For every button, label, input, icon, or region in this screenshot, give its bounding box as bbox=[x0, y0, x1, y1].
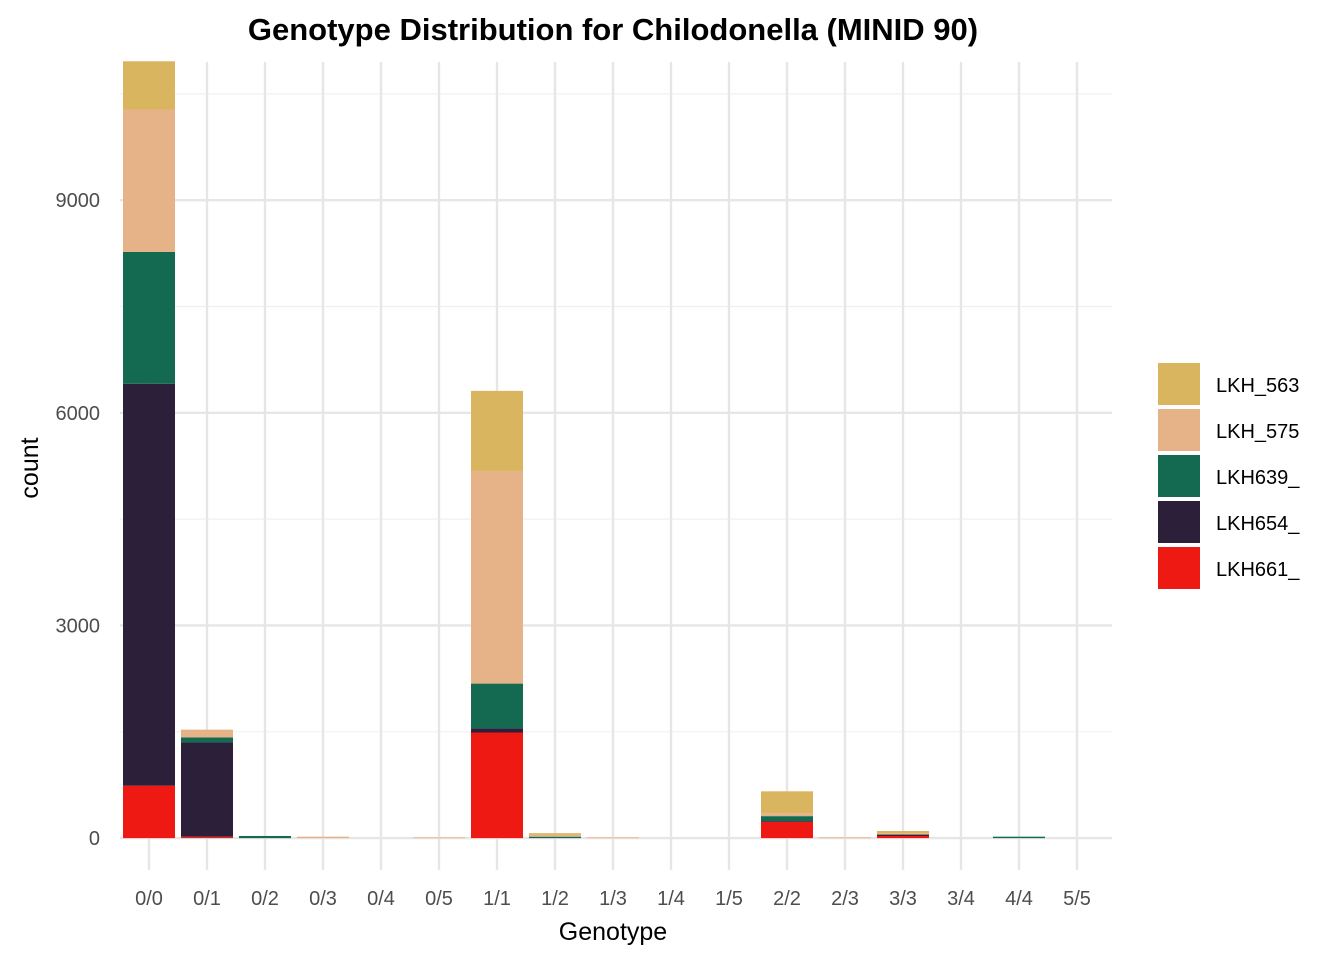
legend-swatch bbox=[1158, 547, 1200, 589]
bar-0-1-lkh639 bbox=[181, 737, 233, 743]
bar-2-2-lkh661 bbox=[761, 821, 813, 839]
bar-1-1-lkh575 bbox=[471, 470, 523, 684]
bar-2-2-lkh639 bbox=[761, 816, 813, 822]
legend-label: LKH654_ bbox=[1216, 513, 1300, 535]
x-tick-label: 3/3 bbox=[889, 888, 917, 910]
bar-0-1-lkh654 bbox=[181, 742, 233, 837]
bar-2-3-lkh575 bbox=[819, 837, 871, 839]
x-tick-label: 1/4 bbox=[657, 888, 685, 910]
y-tick-label: 3000 bbox=[56, 615, 101, 637]
x-tick-label: 1/2 bbox=[541, 888, 569, 910]
bar-0-0-lkh639 bbox=[123, 251, 175, 384]
x-tick-label: 5/5 bbox=[1063, 888, 1091, 910]
bar-3-3-lkh563 bbox=[877, 831, 929, 834]
y-tick-label: 6000 bbox=[56, 403, 101, 425]
x-tick-label: 2/3 bbox=[831, 888, 859, 910]
bar-3-3-lkh661 bbox=[877, 835, 929, 839]
x-tick-label: 0/4 bbox=[367, 888, 395, 910]
bar-0-2-lkh639 bbox=[239, 835, 291, 839]
bar-1-2-lkh639 bbox=[529, 836, 581, 839]
bar-1-2-lkh575 bbox=[529, 834, 581, 837]
y-axis-ticks: 0 3000 6000 9000 bbox=[56, 190, 101, 850]
bar-3-3-lkh654 bbox=[877, 834, 929, 836]
legend-label: LKH_563 bbox=[1216, 375, 1299, 397]
bar-0-0-lkh563 bbox=[123, 61, 175, 110]
legend-label: LKH_575 bbox=[1216, 421, 1299, 443]
bar-0-5-lkh575 bbox=[413, 837, 465, 839]
x-tick-label: 2/2 bbox=[773, 888, 801, 910]
bar-1-3-lkh575 bbox=[587, 837, 639, 839]
legend-swatch bbox=[1158, 409, 1200, 451]
bar-2-2-lkh563 bbox=[761, 791, 813, 814]
y-axis-label: count bbox=[16, 437, 44, 498]
x-tick-label: 0/2 bbox=[251, 888, 279, 910]
bar-1-1-lkh654 bbox=[471, 728, 523, 733]
bar-1-2-lkh563 bbox=[529, 833, 581, 835]
legend-label: LKH639_ bbox=[1216, 467, 1300, 489]
legend-swatch bbox=[1158, 363, 1200, 405]
bar-1-1-lkh639 bbox=[471, 683, 523, 729]
bar-0-3-lkh575 bbox=[297, 836, 349, 839]
legend: LKH_563 LKH_575 LKH639_ LKH654_ LKH661_ bbox=[1158, 363, 1300, 589]
legend-label: LKH661_ bbox=[1216, 559, 1300, 581]
x-tick-label: 4/4 bbox=[1005, 888, 1033, 910]
x-tick-label: 0/1 bbox=[193, 888, 221, 910]
bar-1-1-lkh563 bbox=[471, 390, 523, 471]
bars bbox=[123, 61, 1045, 839]
x-tick-label: 3/4 bbox=[947, 888, 975, 910]
bar-0-1-lkh661 bbox=[181, 836, 233, 839]
bar-0-0-lkh661 bbox=[123, 785, 175, 839]
x-tick-label: 1/5 bbox=[715, 888, 743, 910]
x-tick-label: 0/0 bbox=[135, 888, 163, 910]
x-tick-label: 1/3 bbox=[599, 888, 627, 910]
bar-1-1-lkh661 bbox=[471, 732, 523, 839]
x-axis-label: Genotype bbox=[559, 918, 667, 946]
x-axis-ticks: 0/0 0/1 0/2 0/3 0/4 0/5 1/1 1/2 1/3 1/4 1/5 2/2 2/3 3… bbox=[135, 888, 1091, 910]
bar-2-2-lkh654 bbox=[761, 821, 813, 822]
y-tick-label: 0 bbox=[89, 828, 100, 850]
x-tick-label: 0/5 bbox=[425, 888, 453, 910]
bar-0-1-lkh575 bbox=[181, 729, 233, 738]
chart-title: Genotype Distribution for Chilodonella (… bbox=[248, 12, 978, 47]
x-tick-label: 0/3 bbox=[309, 888, 337, 910]
bar-0-0-lkh654 bbox=[123, 383, 175, 786]
bar-0-0-lkh575 bbox=[123, 109, 175, 252]
legend-swatch bbox=[1158, 501, 1200, 543]
bar-3-3-lkh575 bbox=[877, 833, 929, 835]
legend-swatch bbox=[1158, 455, 1200, 497]
bar-4-4-lkh639 bbox=[993, 836, 1045, 839]
x-tick-label: 1/1 bbox=[483, 888, 511, 910]
y-tick-label: 9000 bbox=[56, 190, 101, 212]
bar-2-2-lkh575 bbox=[761, 813, 813, 817]
